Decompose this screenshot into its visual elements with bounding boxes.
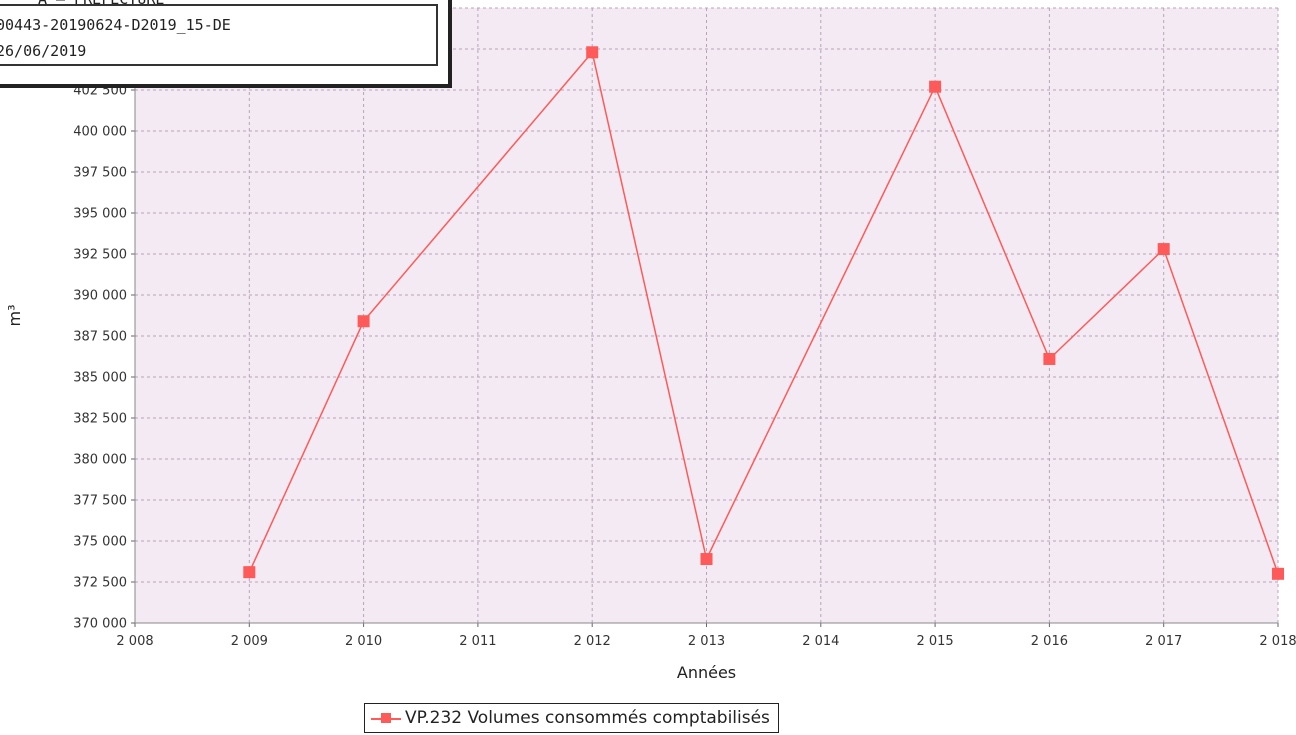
y-tick-label: 382 500 [73,412,127,427]
legend-label: VP.232 Volumes consommés comptabilisés [405,708,770,728]
stamp-date: 26/06/2019 [0,42,87,60]
data-point [700,553,713,566]
x-tick-label: 2 010 [345,634,382,649]
x-tick-label: 2 011 [459,634,496,649]
y-tick-label: 370 000 [73,617,127,632]
x-tick-label: 2 015 [916,634,953,649]
stamp-inner-frame: 00443-20190624-D2019_15-DE 26/06/2019 [0,4,438,66]
x-tick-label: 2 012 [574,634,611,649]
axes: 370 000 372 500 375 000 377 500 380 000 382 5… [73,2,1296,650]
y-tick-label: 372 500 [73,576,127,591]
data-point [243,566,256,579]
y-tick-label: 392 500 [73,248,127,263]
series-line [248,50,1279,575]
y-tick-label: 397 500 [73,166,127,181]
data-point [357,315,370,328]
x-tick-label: 2 014 [802,634,839,649]
legend-swatch [371,711,401,725]
y-tick-label: 385 000 [73,371,127,386]
data-point [586,46,599,59]
x-tick-label: 2 009 [231,634,268,649]
y-axis-title: m³ [5,305,24,327]
data-point [1272,567,1284,580]
x-axis-title: Années [677,663,736,682]
series-layer [243,46,1284,580]
x-tick-label: 2 008 [116,634,153,649]
x-tick-label: 2 016 [1031,634,1068,649]
y-tick-label: 395 000 [73,207,127,222]
grid [134,7,1279,624]
data-point [1043,352,1056,365]
y-tick-label: 400 000 [73,125,127,140]
y-tick-label: 377 500 [73,494,127,509]
data-point [929,80,942,93]
prefecture-stamp: A – PREFECTURE 00443-20190624-D2019_15-D… [0,0,452,88]
data-point [1157,243,1170,256]
x-tick-label: 2 017 [1145,634,1182,649]
stamp-reference: 00443-20190624-D2019_15-DE [0,16,231,34]
y-tick-label: 387 500 [73,330,127,345]
legend: VP.232 Volumes consommés comptabilisés [364,703,779,733]
y-tick-label: 380 000 [73,453,127,468]
x-tick-label: 2 018 [1259,634,1296,649]
x-tick-label: 2 013 [688,634,725,649]
y-tick-label: 375 000 [73,535,127,550]
y-tick-label: 390 000 [73,289,127,304]
